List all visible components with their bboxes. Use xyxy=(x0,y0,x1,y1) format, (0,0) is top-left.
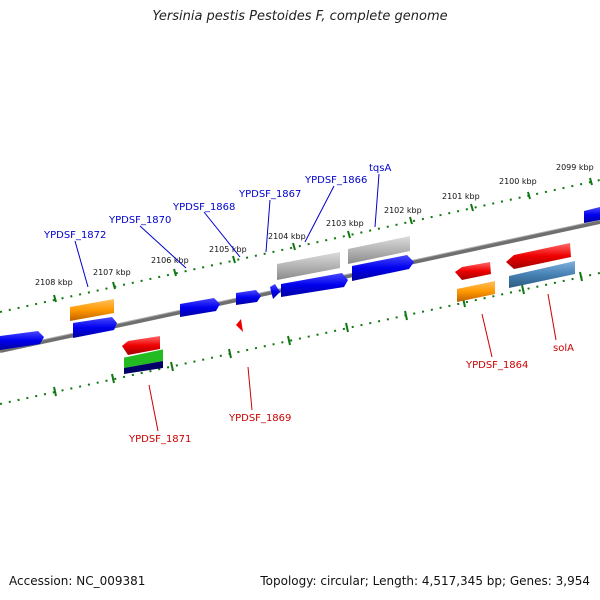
tick-label: 2100 kbp xyxy=(499,177,537,186)
gene-arrow-blue xyxy=(270,284,280,299)
gene-arrow-red xyxy=(236,319,243,332)
tick-labels: 2099 kbp 2100 kbp 2101 kbp 2102 kbp 2103… xyxy=(35,163,594,287)
accession-text: Accession: NC_009381 xyxy=(9,574,146,588)
gene-arrow-orange xyxy=(70,299,114,321)
gene-arrow-blue xyxy=(584,207,600,223)
tick-label: 2106 kbp xyxy=(151,256,189,265)
topology-summary-text: Topology: circular; Length: 4,517,345 bp… xyxy=(260,574,590,588)
gene-label-tqsa: tqsA xyxy=(369,163,391,174)
gene-label-ypdsf-1866: YPDSF_1866 xyxy=(304,175,367,186)
gene-arrow-red xyxy=(506,243,571,269)
gene-arrow-gray xyxy=(348,236,410,264)
forward-leader-lines xyxy=(74,173,380,288)
reverse-gene-labels: YPDSF_1871 YPDSF_1869 YPDSF_1864 solA xyxy=(128,343,574,445)
gene-block-green xyxy=(124,353,163,368)
gene-arrow-red xyxy=(455,262,491,280)
gene-arrow-orange xyxy=(457,281,495,302)
gene-block-navy xyxy=(124,361,163,374)
tick-label: 2099 kbp xyxy=(556,163,594,172)
tick-label: 2104 kbp xyxy=(268,232,306,241)
forward-scale xyxy=(0,179,600,313)
gene-label-sola: solA xyxy=(553,343,574,354)
forward-gene-labels: YPDSF_1872 YPDSF_1870 YPDSF_1868 YPDSF_1… xyxy=(43,163,391,241)
gene-label-ypdsf-1871: YPDSF_1871 xyxy=(128,434,191,445)
gene-label-ypdsf-1870: YPDSF_1870 xyxy=(108,215,171,226)
tick-label: 2103 kbp xyxy=(326,219,364,228)
reverse-leader-lines xyxy=(148,293,557,432)
gene-label-ypdsf-1864: YPDSF_1864 xyxy=(465,360,528,371)
gene-arrow-blue xyxy=(73,317,117,338)
gene-label-ypdsf-1869: YPDSF_1869 xyxy=(228,413,291,424)
tick-label: 2108 kbp xyxy=(35,278,73,287)
gene-label-ypdsf-1872: YPDSF_1872 xyxy=(43,230,106,241)
gene-label-ypdsf-1868: YPDSF_1868 xyxy=(172,202,235,213)
reverse-scale xyxy=(0,272,600,405)
genome-title: Yersinia pestis Pestoides F, complete ge… xyxy=(152,9,448,24)
gene-label-ypdsf-1867: YPDSF_1867 xyxy=(238,189,301,200)
gene-arrow-blue xyxy=(281,273,348,297)
forward-major-ticks xyxy=(53,177,593,303)
gene-arrow-blue xyxy=(352,255,414,281)
gene-arrow-blue xyxy=(0,331,44,350)
tick-label: 2102 kbp xyxy=(384,206,422,215)
tick-label: 2107 kbp xyxy=(93,268,131,277)
tick-label: 2105 kbp xyxy=(209,245,247,254)
tick-label: 2101 kbp xyxy=(442,192,480,201)
gene-arrow-blue xyxy=(236,290,261,305)
reverse-genes xyxy=(122,243,575,374)
gene-arrow-red xyxy=(122,336,160,355)
gene-arrow-gray xyxy=(277,252,340,280)
gene-arrow-blue xyxy=(180,298,220,317)
forward-genes xyxy=(0,207,600,350)
gene-arrow-steel xyxy=(509,261,575,288)
